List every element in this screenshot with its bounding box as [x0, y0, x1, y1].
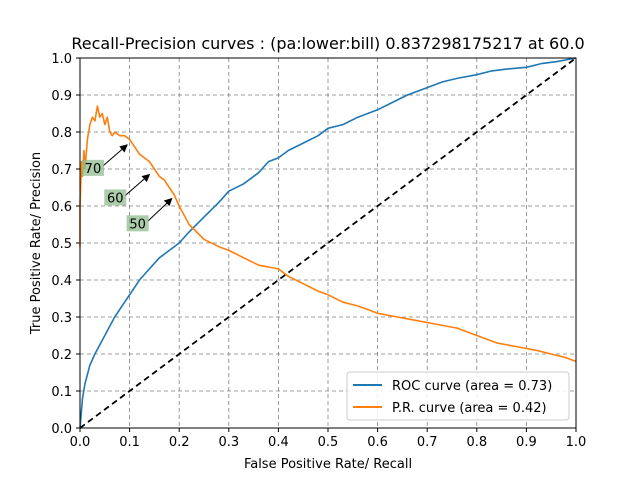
y-tick-label: 0.2	[51, 348, 72, 363]
y-tick-label: 0.4	[51, 274, 72, 289]
x-tick-label: 0.5	[318, 435, 339, 450]
chart-title: Recall-Precision curves : (pa:lower:bill…	[71, 34, 584, 53]
y-tick-label: 0.6	[51, 200, 72, 215]
x-tick-label: 0.6	[367, 435, 388, 450]
y-tick-label: 0.1	[51, 385, 72, 400]
x-tick-label: 0.8	[466, 435, 487, 450]
x-tick-label: 0.2	[169, 435, 190, 450]
legend-label-roc: ROC curve (area = 0.73)	[392, 379, 552, 394]
x-tick-label: 0.9	[516, 435, 537, 450]
x-tick-label: 0.1	[119, 435, 140, 450]
annotation-label: 60	[107, 191, 124, 206]
y-tick-label: 0.3	[51, 311, 72, 326]
legend-box	[346, 371, 570, 421]
x-tick-label: 0.3	[218, 435, 239, 450]
x-tick-label: 1.0	[566, 435, 587, 450]
x-tick-label: 0.7	[417, 435, 438, 450]
y-tick-label: 0.7	[51, 163, 72, 178]
legend: ROC curve (area = 0.73) P.R. curve (area…	[346, 371, 570, 421]
roc-curve-line	[79, 57, 577, 429]
series-layer	[79, 57, 577, 429]
y-tick-label: 0.8	[51, 126, 72, 141]
annotation-label-box	[81, 159, 104, 176]
pr-curve-line	[79, 105, 577, 363]
y-axis-label: True Positive Rate/ Precision	[29, 152, 44, 335]
annotation-label: 70	[85, 162, 102, 177]
diagonal-chance-line	[79, 57, 577, 429]
y-tick-label: 0.0	[51, 422, 72, 437]
annotation-arrow	[124, 173, 151, 196]
annotation-layer: 70 60 50	[81, 144, 173, 232]
annotation-label-box	[126, 215, 149, 232]
y-tick-label: 0.5	[51, 237, 72, 252]
annotation-label: 50	[129, 217, 146, 232]
y-tick-label: 0.9	[51, 89, 72, 104]
x-tick-label: 0.4	[268, 435, 289, 450]
annotation-arrow	[147, 197, 173, 222]
annotation-arrow	[102, 144, 128, 167]
legend-label-pr: P.R. curve (area = 0.42)	[392, 401, 547, 416]
plot-frame	[79, 57, 577, 429]
annotation-label-box	[104, 189, 127, 206]
x-axis-label: False Positive Rate/ Recall	[244, 457, 412, 472]
y-tick-label: 1.0	[51, 52, 72, 67]
ticks: 0.0 0.1 0.2 0.3 0.4 0.5 0.6 0.7 0.8 0.9 1.0 0.0 0.1 0…	[51, 52, 586, 450]
x-tick-label: 0.0	[70, 435, 91, 450]
